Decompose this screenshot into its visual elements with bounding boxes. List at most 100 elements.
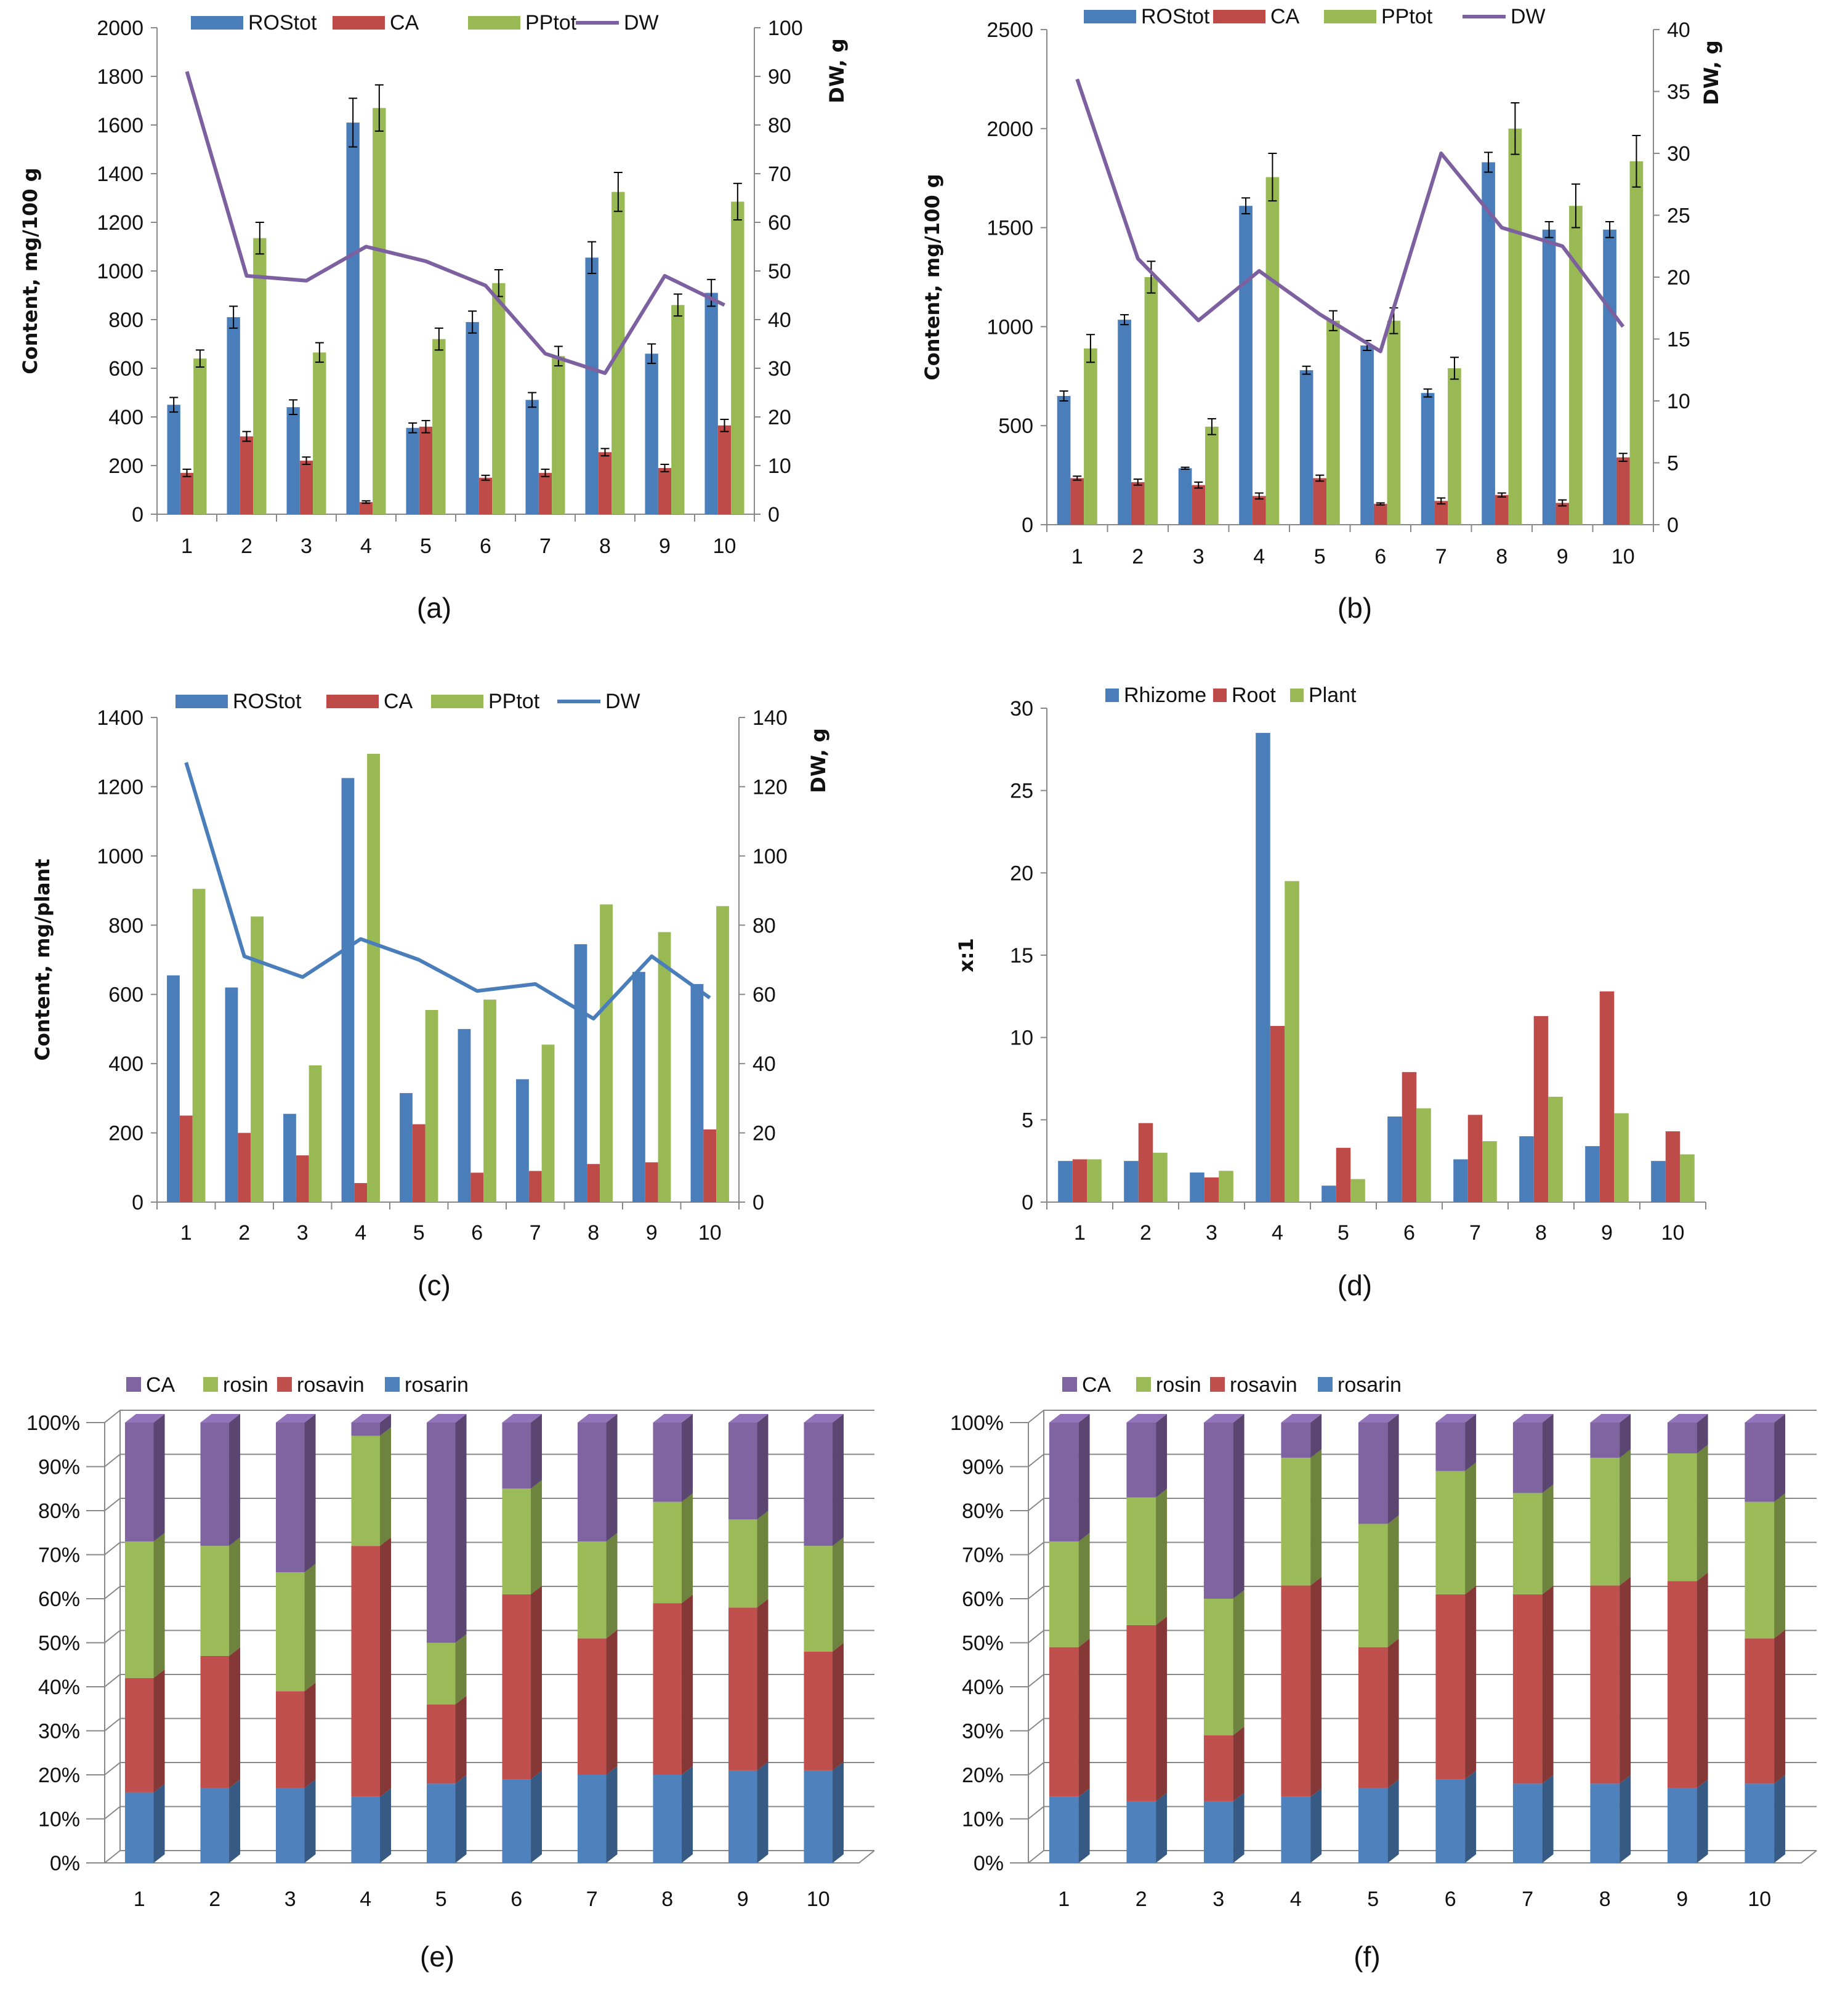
bar-CA-10-side: [833, 1414, 844, 1546]
bar-pptot-5: [425, 1010, 438, 1202]
bar-rosin-3: [275, 1572, 305, 1692]
x-tick-label: 6: [480, 535, 491, 558]
bar-pptot-3: [309, 1065, 322, 1202]
bar-rosarin-8-side: [1620, 1775, 1631, 1863]
bar-top-9: [728, 1414, 769, 1423]
legend-label-pptot: PPtot: [1381, 5, 1433, 28]
bar-rosarin-3-side: [304, 1779, 316, 1863]
x-tick-label: 4: [1253, 545, 1265, 568]
y2-tick-label: 15: [1667, 328, 1690, 352]
bar-ca-5: [412, 1124, 426, 1202]
bar-rosin-4-side: [1310, 1449, 1322, 1586]
x-tick-label: 10: [713, 535, 736, 558]
y-tick-label: 60%: [38, 1588, 80, 1611]
x-tick-label: 2: [1140, 1221, 1152, 1245]
bar-rosavin-3-side: [1233, 1726, 1245, 1801]
chart-b: 0 500 1000 1500 2000 2500 0 5 10 15 20 25 30 35 40 1 2 3 4…: [921, 5, 1723, 568]
bar-rosarin-1: [1049, 1796, 1079, 1863]
y2-tick-label: 30: [1667, 142, 1690, 166]
chart-a-caption: (a): [416, 592, 452, 624]
y2-tick-label: 40: [1667, 18, 1690, 42]
bar-rosin-10: [1745, 1501, 1775, 1639]
y-tick-label: 2000: [987, 118, 1033, 141]
bar-root-1: [1072, 1159, 1087, 1202]
chart-d-caption: (d): [1337, 1269, 1373, 1301]
bar-rosin-5: [1358, 1524, 1388, 1647]
bar-rosavin-9-side: [1697, 1572, 1708, 1788]
x-tick-label: 1: [134, 1888, 145, 1911]
y-tick-label: 100%: [950, 1411, 1004, 1435]
bar-rosarin-5-side: [455, 1775, 467, 1863]
legend-label-rostot: ROStot: [248, 11, 317, 34]
x-tick-label: 6: [1403, 1221, 1415, 1245]
bar-rosavin-8: [653, 1603, 682, 1775]
bar-CA-9-side: [1697, 1414, 1708, 1454]
bar-CA-8-side: [682, 1414, 693, 1502]
legend-label-dw: DW: [624, 11, 659, 34]
chart-e: 0% 10% 20% 30% 40% 50% 60% 70% 80% 90% 100% 1 2 3 4 5 6 7…: [26, 1373, 875, 1911]
bar-pptot-3: [1205, 426, 1219, 525]
bar-rosarin-4-side: [1310, 1788, 1322, 1863]
bar-rosarin-8: [1590, 1783, 1620, 1863]
legend-swatch-ca: [1213, 10, 1265, 23]
bar-ca-1: [1070, 478, 1084, 525]
bar-rosavin-1-side: [153, 1669, 165, 1793]
y2-tick-label: 10: [768, 454, 791, 478]
legend-swatch-ca: [333, 16, 385, 30]
bar-ca-7: [1434, 501, 1448, 525]
bar-rostot-2: [225, 987, 238, 1202]
bar-top-4: [351, 1414, 392, 1423]
bar-top-10: [1745, 1414, 1786, 1423]
bar-CA-1: [124, 1423, 154, 1542]
y-tick-label: 0: [1022, 514, 1033, 537]
x-tick-label: 9: [737, 1888, 749, 1911]
bar-CA-2-side: [229, 1414, 241, 1546]
x-tick-label: 1: [1074, 1221, 1086, 1245]
legend-label-root: Root: [1232, 684, 1276, 707]
y2-tick-label: 25: [1667, 204, 1690, 228]
bar-CA-9: [728, 1423, 757, 1520]
legend-swatch-plant: [1290, 689, 1304, 702]
bar-CA-5-side: [1387, 1414, 1399, 1524]
legend-label-ca: CA: [384, 690, 413, 713]
bar-rosarin-10-side: [833, 1761, 844, 1863]
bar-rhizome-6: [1387, 1116, 1402, 1202]
y-tick-label: 1000: [987, 315, 1033, 339]
legend-label-rhizome: Rhizome: [1124, 684, 1206, 707]
bar-plant-4: [1285, 881, 1299, 1202]
y2-tick-label: 40: [753, 1052, 776, 1076]
bar-ca-1: [180, 472, 194, 514]
y-tick-label: 1800: [97, 65, 143, 89]
bar-rosarin-3-side: [1233, 1792, 1245, 1863]
x-tick-label: 2: [1132, 545, 1144, 568]
bar-root-8: [1533, 1016, 1549, 1202]
legend-swatch-root: [1213, 689, 1227, 702]
bar-pptot-10: [716, 906, 729, 1202]
bar-top-10: [804, 1414, 844, 1423]
bar-top-8: [1590, 1414, 1631, 1423]
x-tick-label: 7: [1522, 1888, 1533, 1911]
bar-rhizome-7: [1453, 1159, 1468, 1202]
x-tick-label: 10: [1748, 1888, 1771, 1911]
bar-root-3: [1204, 1177, 1219, 1202]
bar-ca-6: [478, 477, 493, 514]
legend-swatch-ca: [326, 695, 379, 708]
bar-ca-1: [179, 1115, 193, 1202]
x-tick-label: 8: [661, 1888, 673, 1911]
x-tick-label: 7: [1435, 545, 1447, 568]
legend-label-rosavin: rosavin: [1230, 1373, 1297, 1397]
legend-label-dw: DW: [1511, 5, 1546, 28]
y-tick-label: 600: [108, 983, 143, 1007]
x-tick-label: 8: [1599, 1888, 1611, 1911]
x-tick-label: 8: [599, 535, 611, 558]
bar-rosarin-6: [502, 1779, 531, 1863]
x-tick-label: 2: [1136, 1888, 1147, 1911]
bar-rosin-9: [728, 1519, 757, 1608]
bar-CA-2-side: [1156, 1414, 1168, 1498]
y-tick-label: 2000: [97, 17, 143, 40]
bar-rosarin-8-side: [682, 1766, 693, 1863]
bar-plant-2: [1153, 1152, 1168, 1202]
bar-rosin-6: [502, 1488, 531, 1594]
bar-pptot-1: [192, 889, 206, 1202]
bar-rosin-3: [1203, 1599, 1233, 1735]
